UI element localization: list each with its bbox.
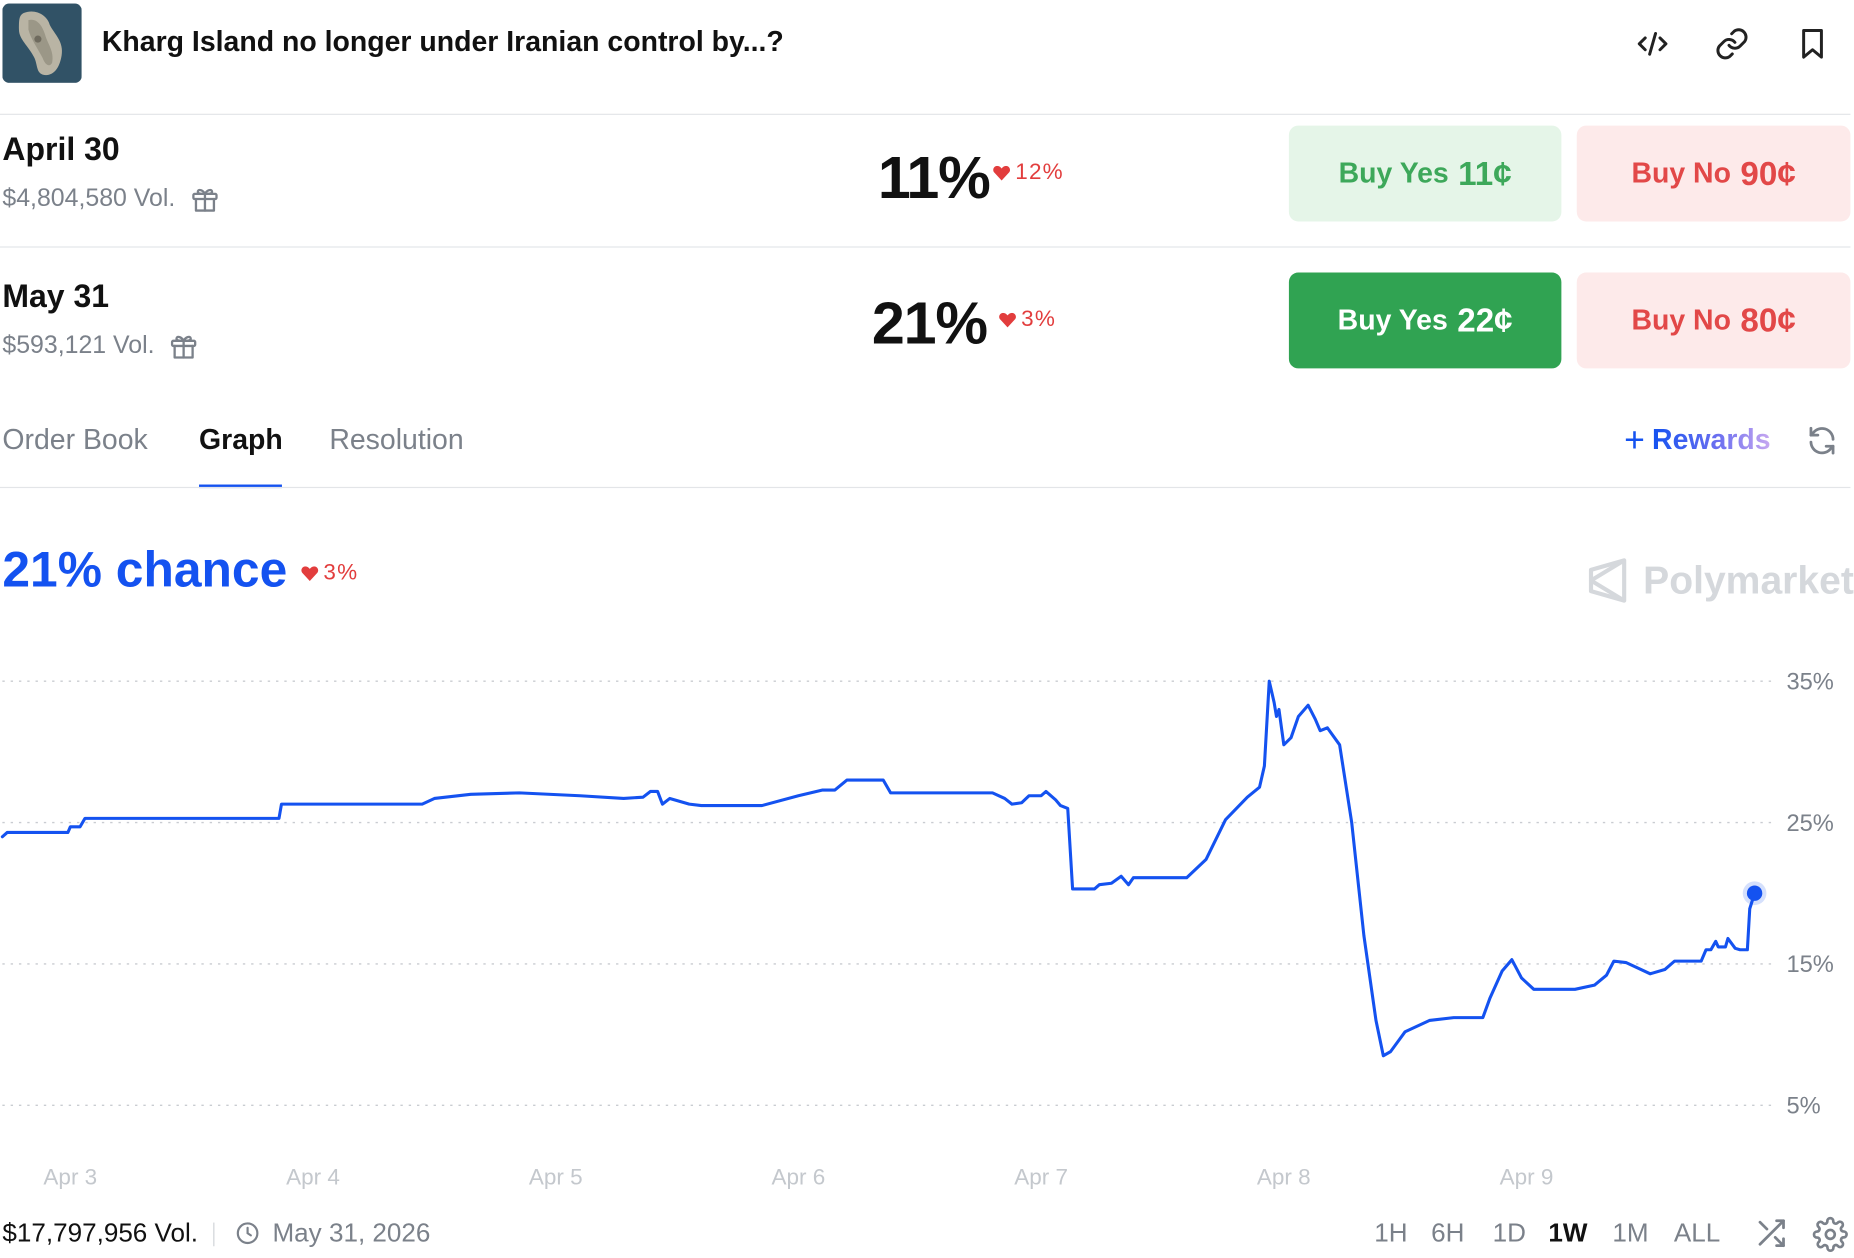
range-1h[interactable]: 1H (1374, 1217, 1408, 1248)
range-6h[interactable]: 6H (1431, 1217, 1465, 1248)
buy-yes-label: Buy Yes (1338, 156, 1449, 189)
polymarket-logo-icon (1588, 558, 1627, 603)
chance-change-value: 3% (323, 560, 359, 586)
buy-yes-price: 11¢ (1458, 154, 1512, 192)
clock-icon (236, 1222, 259, 1245)
price-series-line (0, 679, 1757, 1058)
x-axis-labels: Apr 3 Apr 4 Apr 5 Apr 6 Apr 7 Apr 8 Apr 9 (43, 1165, 1553, 1190)
heart-down-icon (999, 312, 1016, 327)
rewards-button[interactable]: + Rewards (1624, 420, 1771, 460)
embed-code-button[interactable] (1632, 24, 1672, 64)
current-point-marker (1746, 885, 1763, 901)
active-tab-indicator (199, 484, 282, 489)
x-tick-label: Apr 9 (1500, 1165, 1554, 1190)
x-tick-label: Apr 3 (43, 1165, 97, 1190)
outcome-volume: $4,804,580 Vol. (2, 184, 220, 215)
refresh-button[interactable] (1805, 424, 1838, 457)
outcome-percent: 21% (871, 290, 988, 357)
buy-no-label: Buy No (1631, 156, 1731, 189)
y-tick-label: 15% (1786, 952, 1833, 978)
row-divider (0, 246, 1851, 248)
outcome-change-value: 3% (1021, 306, 1057, 332)
buy-no-label: Buy No (1631, 303, 1731, 336)
x-tick-label: Apr 7 (1014, 1165, 1068, 1190)
outcome-change-value: 12% (1015, 159, 1064, 185)
heart-down-icon (993, 165, 1011, 180)
heart-down-icon (301, 565, 319, 581)
range-all[interactable]: ALL (1673, 1217, 1721, 1248)
copy-link-button[interactable] (1712, 24, 1752, 64)
total-volume: $17,797,956 Vol. (2, 1217, 199, 1248)
gift-icon (171, 335, 197, 359)
outcome-date: May 31 (2, 278, 110, 314)
embed-code-icon (1637, 31, 1668, 56)
market-thumbnail (2, 3, 82, 83)
tab-resolution[interactable]: Resolution (329, 424, 464, 457)
range-1m[interactable]: 1M (1612, 1217, 1649, 1248)
y-tick-label: 25% (1786, 811, 1833, 837)
tab-order-book[interactable]: Order Book (2, 424, 148, 457)
range-1d[interactable]: 1D (1492, 1217, 1526, 1248)
outcome-volume: $593,121 Vol. (2, 331, 199, 362)
gear-icon (1812, 1216, 1848, 1252)
buy-no-button[interactable]: Buy No 90¢ (1576, 125, 1851, 222)
shuffle-button[interactable] (1754, 1217, 1787, 1250)
y-tick-label: 35% (1786, 669, 1833, 695)
x-tick-label: Apr 5 (529, 1165, 583, 1190)
refresh-icon (1809, 426, 1835, 455)
outcome-volume-text: $4,804,580 Vol. (2, 184, 176, 213)
bookmark-button[interactable] (1792, 24, 1832, 64)
footer-separator (213, 1222, 215, 1247)
tab-graph[interactable]: Graph (199, 424, 283, 457)
outcome-date: April 30 (2, 131, 120, 168)
bookmark-icon (1802, 29, 1823, 59)
end-date: May 31, 2026 (235, 1217, 431, 1249)
price-chart[interactable]: 35%25%15%5% Apr 3 Apr 4 Apr 5 Apr 6 Apr 7 Apr… (0, 640, 1854, 1209)
header-divider (0, 113, 1851, 115)
tabs-divider (0, 486, 1851, 489)
buy-yes-label: Buy Yes (1337, 303, 1448, 336)
chart-gridlines (2, 680, 1772, 1106)
buy-no-price: 80¢ (1740, 301, 1796, 339)
polymarket-watermark: Polymarket (1586, 557, 1854, 604)
x-tick-label: Apr 4 (286, 1165, 340, 1190)
buy-yes-price: 22¢ (1457, 301, 1513, 339)
range-1w[interactable]: 1W (1548, 1217, 1588, 1248)
x-tick-label: Apr 8 (1257, 1165, 1311, 1190)
gift-icon (192, 188, 218, 212)
outcome-change: 3% (999, 307, 1056, 333)
buy-yes-button[interactable]: Buy Yes 22¢ (1288, 272, 1562, 369)
market-title: Kharg Island no longer under Iranian con… (101, 26, 784, 59)
island-satellite-thumbnail (2, 3, 82, 83)
link-icon (1716, 28, 1748, 60)
outcome-change: 12% (993, 160, 1064, 186)
outcome-percent: 11% (877, 144, 991, 211)
chart-settings-button[interactable] (1812, 1216, 1849, 1253)
rewards-label: Rewards (1652, 424, 1771, 457)
chance-change: 3% (301, 560, 358, 586)
buy-no-button[interactable]: Buy No 80¢ (1576, 272, 1851, 369)
polymarket-wordmark: Polymarket (1643, 557, 1854, 602)
buy-no-price: 90¢ (1740, 154, 1796, 192)
shuffle-icon (1758, 1219, 1785, 1248)
chance-value: 21% chance (2, 541, 288, 598)
end-date-text: May 31, 2026 (272, 1217, 431, 1248)
x-tick-label: Apr 6 (772, 1165, 826, 1190)
y-axis-labels: 35% 25% 15% 5% (1786, 669, 1833, 1119)
plus-icon: + (1624, 420, 1645, 460)
outcome-volume-text: $593,121 Vol. (2, 331, 155, 359)
buy-yes-button[interactable]: Buy Yes 11¢ (1288, 125, 1562, 222)
y-tick-label: 5% (1786, 1094, 1820, 1120)
